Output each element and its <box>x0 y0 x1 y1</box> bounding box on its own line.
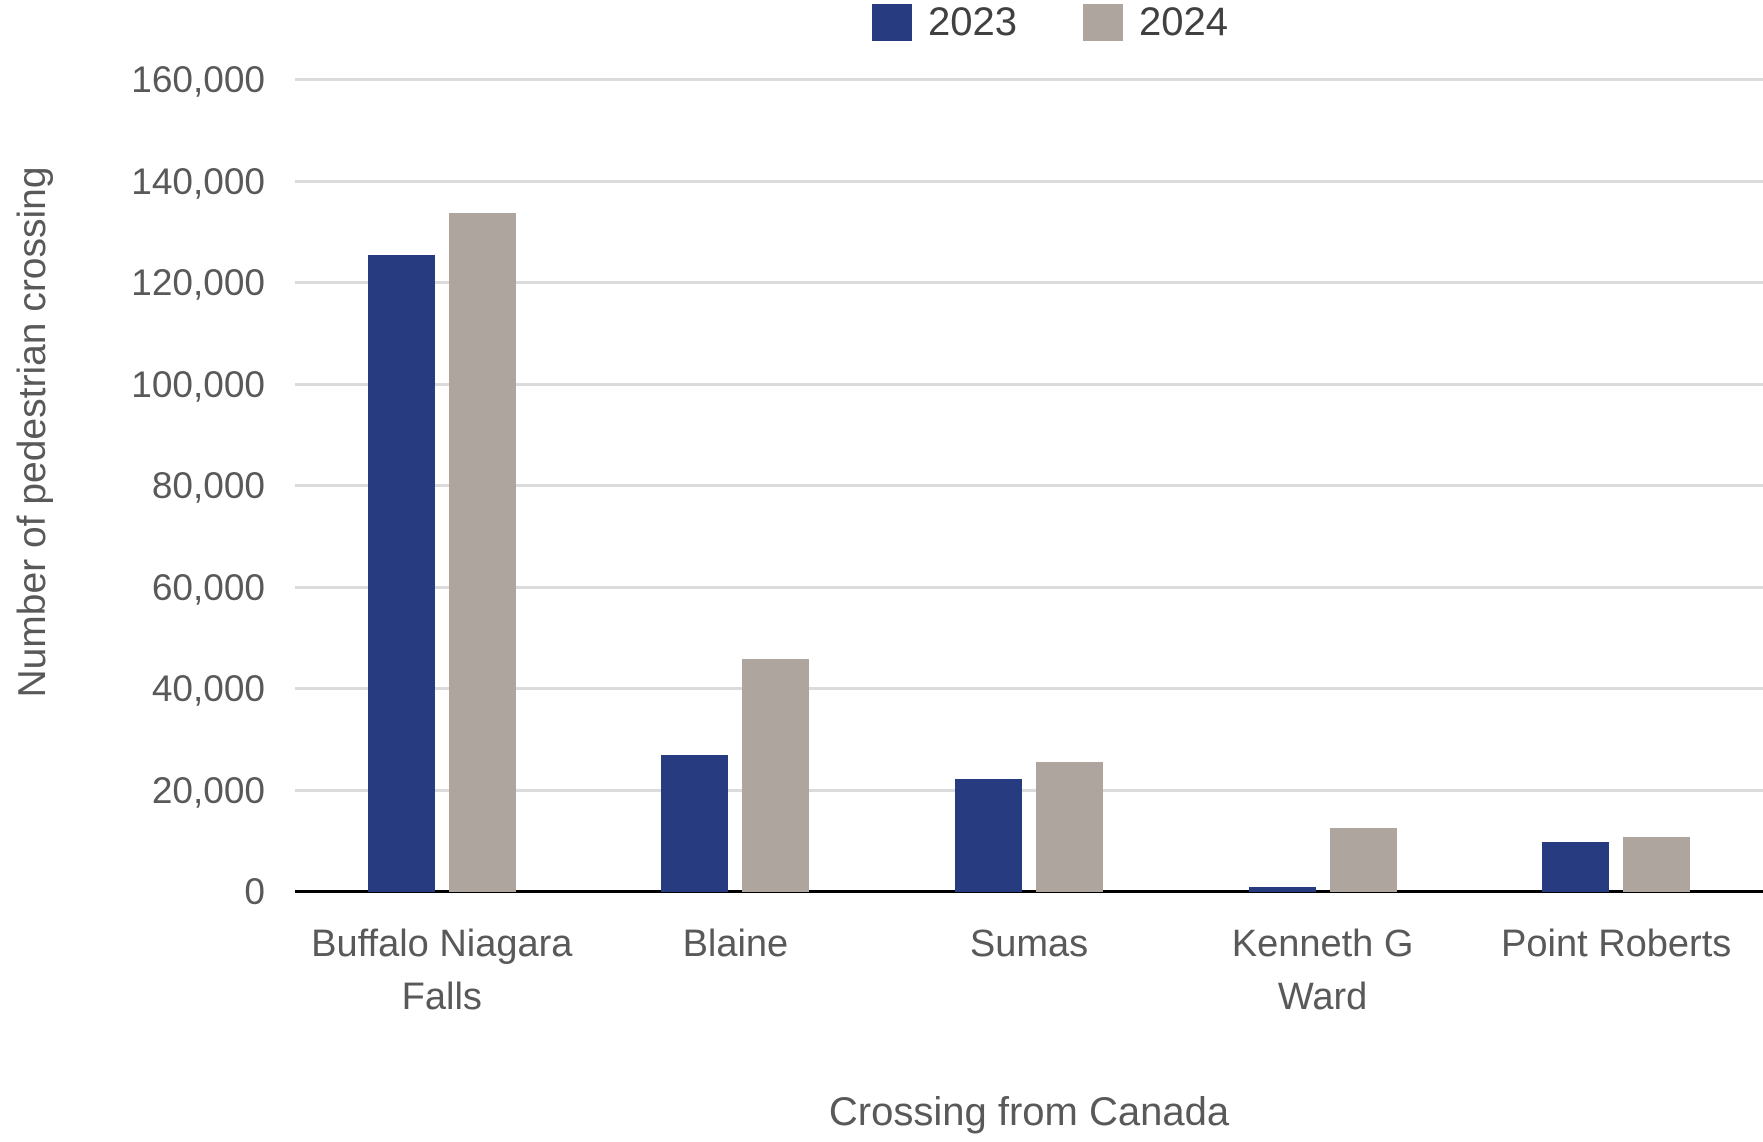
y-tick-label: 160,000 <box>131 59 265 100</box>
gridline-20000 <box>295 788 1763 792</box>
bar-group-kenneth-g-ward <box>1176 80 1470 892</box>
legend-item-2023: 2023 <box>872 0 1017 44</box>
legend: 2023 2024 <box>872 0 1228 44</box>
legend-swatch-2023 <box>872 3 912 41</box>
legend-label-2023: 2023 <box>928 0 1017 44</box>
bar-2023-kenneth-g-ward <box>1248 887 1316 892</box>
x-category-label-sumas: Sumas <box>969 923 1089 965</box>
x-category-label-point-roberts: Point Roberts <box>1501 923 1732 965</box>
y-tick-label: 80,000 <box>151 465 265 506</box>
gridline-120000 <box>295 281 1763 284</box>
bar-2023-point-roberts <box>1542 842 1610 892</box>
gridline-100000 <box>295 382 1763 386</box>
y-tick-label: 60,000 <box>151 566 265 608</box>
gridline-60000 <box>295 585 1763 589</box>
y-tick-label: 40,000 <box>151 668 265 709</box>
x-category-label-blaine: Blaine <box>682 923 789 965</box>
bar-2024-point-roberts <box>1623 837 1691 892</box>
y-tick-label: 100,000 <box>131 363 265 405</box>
bar-2024-sumas <box>1035 762 1103 892</box>
x-axis-line <box>295 890 1763 893</box>
y-axis-tick-labels: 0 20,000 40,000 60,000 80,000 100,000 120,000 1… <box>0 61 265 911</box>
plot-area <box>295 78 1763 893</box>
bar-2024-blaine <box>742 659 810 892</box>
bar-2023-buffalo-niagara-falls <box>367 255 435 892</box>
x-category-label-kenneth-g-ward: Kenneth G Ward <box>1231 923 1414 1019</box>
bar-2024-kenneth-g-ward <box>1329 828 1397 892</box>
bar-group-point-roberts <box>1469 80 1763 892</box>
gridline-40000 <box>295 687 1763 690</box>
y-tick-label: 140,000 <box>131 160 265 202</box>
bar-group-sumas <box>882 80 1176 892</box>
y-tick-label: 120,000 <box>131 262 265 303</box>
bar-2023-blaine <box>661 755 729 892</box>
legend-label-2024: 2024 <box>1138 0 1228 44</box>
bar-2023-sumas <box>954 779 1022 892</box>
bar-group-buffalo-niagara-falls <box>295 80 589 892</box>
bar-2024-buffalo-niagara-falls <box>448 213 516 892</box>
gridline-140000 <box>295 179 1763 183</box>
x-axis-title: Crossing from Canada <box>828 1090 1230 1134</box>
gridline-160000 <box>295 78 1763 81</box>
legend-item-2024: 2024 <box>1082 0 1228 44</box>
x-axis-category-labels: Buffalo Niagara Falls Blaine Sumas Kenneth … <box>295 918 1763 1024</box>
y-tick-label: 0 <box>244 871 265 912</box>
y-tick-label: 20,000 <box>151 769 265 811</box>
gridline-80000 <box>295 484 1763 487</box>
bar-group-blaine <box>589 80 883 892</box>
legend-swatch-2024 <box>1082 3 1123 41</box>
x-category-label-buffalo-niagara-falls: Buffalo Niagara Falls <box>311 923 573 1019</box>
